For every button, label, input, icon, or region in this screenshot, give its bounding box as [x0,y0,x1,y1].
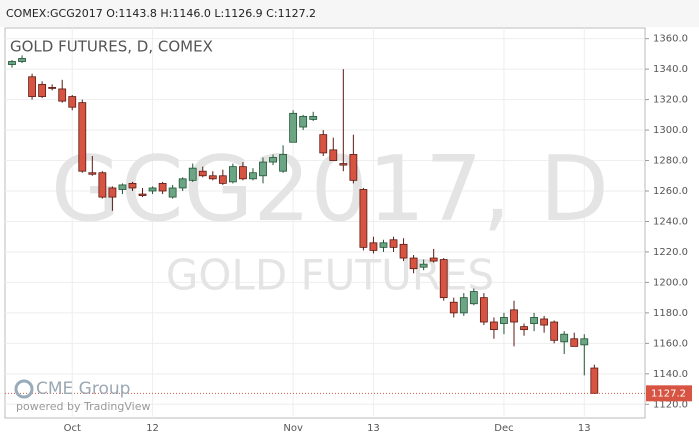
chart-title: GOLD FUTURES, D, COMEX [10,38,213,56]
y-tick-label: 1360.0 [653,34,688,45]
header-bar [0,0,699,27]
y-tick-label: 1200.0 [653,277,688,288]
candle-body [510,309,518,323]
candle-body [339,163,348,166]
candle-body [490,321,498,331]
y-tick-label: 1340.0 [653,64,688,75]
candle-body [18,58,26,62]
candle-body [108,187,117,198]
logo: CME Group [36,379,130,399]
watermark-subtitle: GOLD FUTURES [166,251,494,300]
y-tick-label: 1320.0 [653,95,688,106]
candle-body [349,154,358,181]
candle-body [98,172,107,198]
x-tick-label: 13 [367,423,380,434]
candle-body [570,338,579,347]
candle-body [8,61,16,65]
candle-body [259,161,267,177]
candle-body [188,167,197,181]
x-tick-label: Oct [64,423,81,434]
candle-body [550,321,559,341]
x-tick-label: 12 [146,423,159,434]
x-tick-label: Dec [494,423,513,434]
candle-body [128,182,137,189]
logo-icon [14,379,34,399]
y-tick-label: 1160.0 [653,338,688,349]
candle-body [379,242,388,248]
candle-body [580,338,589,346]
candle-body [279,154,287,172]
candle-body [560,333,569,343]
y-tick-label: 1180.0 [653,308,688,319]
candle-body [38,83,47,97]
candle-body [459,297,468,314]
candle-body [68,96,77,108]
candle-body [178,178,187,189]
candle-body [530,317,538,324]
candle-body [118,184,127,190]
x-tick-label: 13 [578,423,591,434]
candle-body [58,88,67,102]
candle-body [399,243,408,259]
candle-body [500,317,508,324]
x-tick-label: Nov [283,423,303,434]
header-text: COMEX:GCG2017 O:1143.8 H:1146.0 L:1126.9… [6,7,316,20]
candle-body [449,301,458,314]
candle-body [479,297,488,323]
last-price-label: 1127.2 [651,388,686,399]
candle-body [469,291,478,305]
y-tick-label: 1140.0 [653,369,688,380]
y-tick-label: 1120.0 [653,399,688,410]
candle-body [239,166,247,180]
credit: powered by TradingView [16,400,150,413]
candle-body [269,157,277,163]
y-tick-label: 1280.0 [653,156,688,167]
candle-body [429,257,438,262]
candle-body [299,115,308,128]
y-tick-label: 1260.0 [653,186,688,197]
candle-body [218,175,227,184]
candle-body [359,189,368,248]
candle-body [409,257,418,270]
candle-body [228,166,237,183]
candle-body [28,76,36,97]
y-tick-label: 1240.0 [653,216,688,227]
candle-body [198,170,207,177]
candle-body [319,134,328,154]
candle-body [78,102,87,172]
candle-body [48,87,57,89]
candle-body [389,239,398,248]
candle-body [289,112,298,143]
candle-body [309,115,318,120]
candle-body [148,187,157,192]
candle-body [419,263,428,268]
candle-body [520,326,528,331]
candle-body [138,193,147,196]
candle-body [439,259,448,299]
y-tick-label: 1300.0 [653,125,688,136]
y-tick-label: 1220.0 [653,247,688,258]
last-price-box [646,385,692,402]
candle-body [158,182,167,192]
candle-body [369,242,378,251]
candle-body [88,172,97,175]
candle-body [249,172,257,180]
plot-frame [4,27,646,419]
candle-body [540,318,549,326]
candle-body [208,175,217,180]
candle-body [168,187,177,198]
candle-body [329,149,338,161]
candle-body [590,367,599,394]
